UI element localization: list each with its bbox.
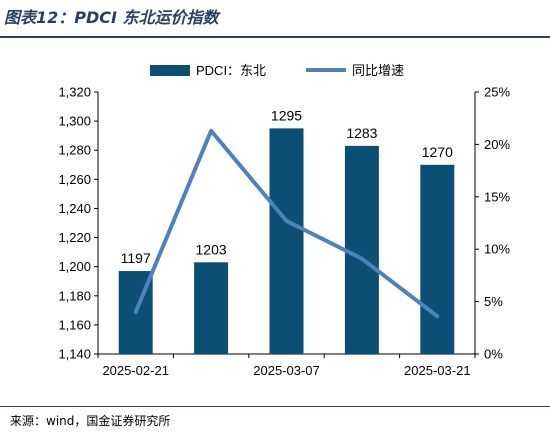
y-right-tick-label: 5%: [484, 294, 503, 309]
y-left-tick-label: 1,180: [58, 288, 91, 303]
y-right-tick-label: 25%: [484, 85, 510, 100]
x-tick-label: 2025-02-21: [102, 363, 169, 378]
y-left-tick-label: 1,300: [58, 114, 91, 129]
legend-bar-swatch: [150, 65, 190, 76]
bar-data-label: 1203: [196, 241, 227, 257]
y-left-tick-label: 1,280: [58, 143, 91, 158]
y-right-tick-label: 20%: [484, 137, 510, 152]
y-left-tick-label: 1,220: [58, 230, 91, 245]
y-left-tick-label: 1,160: [58, 317, 91, 332]
legend-line-label: 同比增速: [352, 63, 404, 78]
y-left-tick-label: 1,200: [58, 259, 91, 274]
line-series: [133, 128, 440, 319]
y-right-tick-label: 15%: [484, 189, 510, 204]
legend-bar-label: PDCI：东北: [196, 63, 266, 78]
y-right-tick-label: 10%: [484, 242, 510, 257]
axes: 1,140 1,160 1,180 1,200 1,220 1,240 1,260 1,280…: [58, 85, 510, 379]
bar: [420, 164, 455, 354]
x-tick-label: 2025-03-21: [404, 363, 471, 378]
x-tick-label: 2025-03-07: [253, 363, 320, 378]
bar-data-label: 1295: [271, 107, 302, 123]
source-divider: [0, 406, 550, 407]
y-left-tick-label: 1,320: [58, 85, 91, 100]
bar: [269, 128, 304, 354]
bar-data-label: 1283: [346, 125, 377, 141]
source-note: 来源：wind，国金证券研究所: [10, 414, 171, 428]
title-divider: [0, 36, 550, 38]
y-left-tick-label: 1,240: [58, 201, 91, 216]
y-left-tick-label: 1,260: [58, 172, 91, 187]
bar-data-label: 1197: [121, 250, 151, 266]
y-right-tick-label: 0%: [484, 347, 503, 362]
combo-chart: PDCI：东北 同比增速 1,1401,1601,1801,2001,2201,…: [58, 63, 510, 379]
chart-title: 图表12：PDCI 东北运价指数: [4, 8, 219, 27]
bar-series: [118, 128, 455, 354]
legend: PDCI：东北 同比增速: [150, 63, 404, 78]
bar-data-labels: 1197 1203 1295 1283 1270: [121, 107, 453, 266]
bar: [344, 145, 379, 354]
bar: [194, 262, 229, 354]
y-left-tick-label: 1,140: [58, 347, 91, 362]
bar-data-label: 1270: [422, 144, 453, 160]
